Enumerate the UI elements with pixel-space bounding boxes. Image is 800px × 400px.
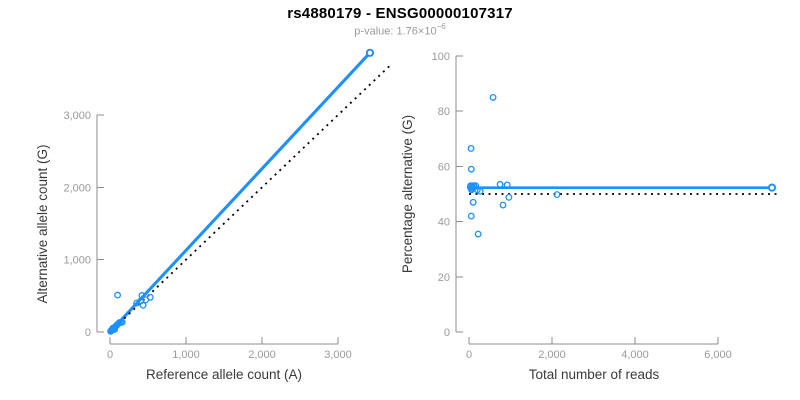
x-tick-label: 0 <box>107 349 113 361</box>
x-tick-label: 0 <box>466 349 472 361</box>
y-tick-label: 20 <box>438 272 450 284</box>
x-tick-label: 2,000 <box>248 349 276 361</box>
y-tick-label: 100 <box>432 51 450 63</box>
plot-title: rs4880179 - ENSG00000107317 <box>287 5 513 22</box>
x-tick-label: 6,000 <box>704 349 732 361</box>
left-y-axis-title: Alternative allele count (G) <box>35 144 50 303</box>
p-value-subtitle: p-value: 1.76×10−6 <box>0 22 800 38</box>
left-x-axis-title: Reference allele count (A) <box>146 367 302 382</box>
x-tick-label: 3,000 <box>324 349 352 361</box>
y-tick-label: 80 <box>438 106 450 118</box>
data-point <box>476 187 484 195</box>
data-point <box>496 180 504 188</box>
data-point <box>109 324 117 332</box>
x-tick-label: 4,000 <box>621 349 649 361</box>
data-point <box>146 293 154 301</box>
data-point <box>366 49 374 57</box>
x-tick-label: 2,000 <box>538 349 566 361</box>
data-point <box>474 230 482 238</box>
data-point <box>472 182 480 190</box>
data-point <box>467 212 475 220</box>
y-tick-label: 1,000 <box>63 255 91 267</box>
y-tick-label: 2,000 <box>63 182 91 194</box>
y-tick-label: 40 <box>438 217 450 229</box>
fit-line <box>108 51 372 334</box>
left-scatter-chart: Reference allele count (A) Alternative a… <box>35 48 392 382</box>
data-point <box>467 145 475 152</box>
right-y-axis-title: Percentage alternative (G) <box>400 115 415 273</box>
identity-line <box>109 63 392 333</box>
x-tick-label: 1,000 <box>172 349 200 361</box>
y-tick-label: 3,000 <box>63 110 91 122</box>
data-point <box>469 198 477 206</box>
data-point <box>467 165 475 173</box>
right-x-axis-title: Total number of reads <box>529 367 660 382</box>
p-value-exponent: −6 <box>436 22 446 31</box>
data-point <box>139 301 147 309</box>
y-tick-label: 0 <box>444 327 450 339</box>
data-point <box>138 292 146 299</box>
y-tick-label: 60 <box>438 161 450 173</box>
y-tick-label: 0 <box>85 327 91 339</box>
right-scatter-chart: Total number of reads Percentage alterna… <box>400 51 781 382</box>
data-point <box>505 193 513 201</box>
data-point <box>118 318 126 326</box>
data-point <box>553 191 561 199</box>
data-point <box>503 181 511 189</box>
p-value-text: p-value: 1.76×10 <box>354 25 437 38</box>
data-point <box>499 201 507 209</box>
data-point <box>768 184 776 192</box>
data-point <box>114 291 122 299</box>
data-point <box>489 93 497 101</box>
